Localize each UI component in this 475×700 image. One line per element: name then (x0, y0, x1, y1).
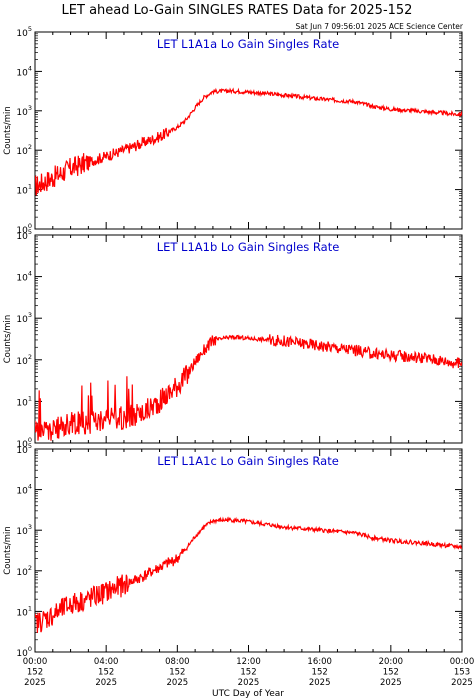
series-line (35, 87, 462, 196)
y-tick-label: 100 (16, 645, 32, 659)
x-tick-label: 153 (454, 668, 470, 678)
panel-3: 100 101 102 103 104 105 LET L1A1c Lo Gain Sing… (3, 442, 474, 688)
y-tick-label: 102 (16, 353, 32, 367)
y-tick-label: 100 (16, 436, 32, 450)
x-tick-label: 152 (27, 668, 43, 678)
x-axis-label: UTC Day of Year (212, 689, 284, 699)
y-tick-label: 103 (16, 523, 32, 537)
x-tick-label: 2025 (95, 678, 117, 688)
x-tick-label: 2025 (309, 678, 331, 688)
x-tick-label: 152 (98, 668, 114, 678)
panel-2: 100 101 102 103 104 105 LET L1A1b Lo Gain Sing… (3, 228, 463, 450)
y-tick-label: 101 (16, 604, 32, 618)
y-tick-label: 104 (16, 64, 32, 78)
y-axis-label: Counts/min (3, 315, 13, 364)
timestamp-label: Sat Jun 7 09:56:01 2025 ACE Science Cent… (295, 22, 463, 31)
y-axis-label: Counts/min (3, 106, 13, 155)
y-tick-label: 103 (16, 104, 32, 118)
x-tick-label: 2025 (238, 678, 260, 688)
plot-frame (34, 448, 463, 653)
y-tick-label: 102 (16, 143, 32, 157)
y-tick-label: 105 (16, 228, 32, 242)
y-axis-label: Counts/min (3, 526, 13, 575)
series-line (35, 516, 462, 633)
panel-title: LET L1A1a Lo Gain Singles Rate (157, 37, 339, 51)
panel-title: LET L1A1c Lo Gain Singles Rate (157, 454, 339, 468)
panel-title: LET L1A1b Lo Gain Singles Rate (157, 240, 340, 254)
plot-frame (34, 31, 463, 230)
x-tick-label: 2025 (24, 678, 46, 688)
x-tick-label: 16:00 (307, 657, 332, 667)
x-tick-label: 00:00 (23, 657, 48, 667)
x-tick-label: 2025 (380, 678, 402, 688)
x-tick-label: 152 (169, 668, 185, 678)
y-tick-label: 104 (16, 270, 32, 284)
y-tick-label: 100 (16, 222, 32, 236)
x-tick-label: 08:00 (165, 657, 190, 667)
y-tick-label: 101 (16, 183, 32, 197)
series-line (35, 334, 462, 441)
y-tick-label: 104 (16, 483, 32, 497)
x-tick-label: 00:00 (450, 657, 475, 667)
y-tick-label: 105 (16, 442, 32, 456)
figure-title: LET ahead Lo-Gain SINGLES RATES Data for… (62, 3, 413, 18)
panels: 100 101 102 103 104 105 LET L1A1a Lo Gain Sing… (3, 25, 474, 688)
x-tick-label: 152 (240, 668, 256, 678)
y-tick-label: 102 (16, 564, 32, 578)
x-tick-label: 20:00 (379, 657, 404, 667)
y-tick-label: 105 (16, 25, 32, 39)
x-tick-label: 2025 (451, 678, 473, 688)
x-tick-label: 2025 (167, 678, 189, 688)
y-tick-label: 103 (16, 311, 32, 325)
x-tick-label: 12:00 (236, 657, 261, 667)
x-tick-label: 04:00 (94, 657, 119, 667)
x-tick-label: 152 (312, 668, 328, 678)
y-tick-label: 101 (16, 394, 32, 408)
x-tick-label: 152 (383, 668, 399, 678)
panel-1: 100 101 102 103 104 105 LET L1A1a Lo Gain Sing… (3, 25, 463, 236)
